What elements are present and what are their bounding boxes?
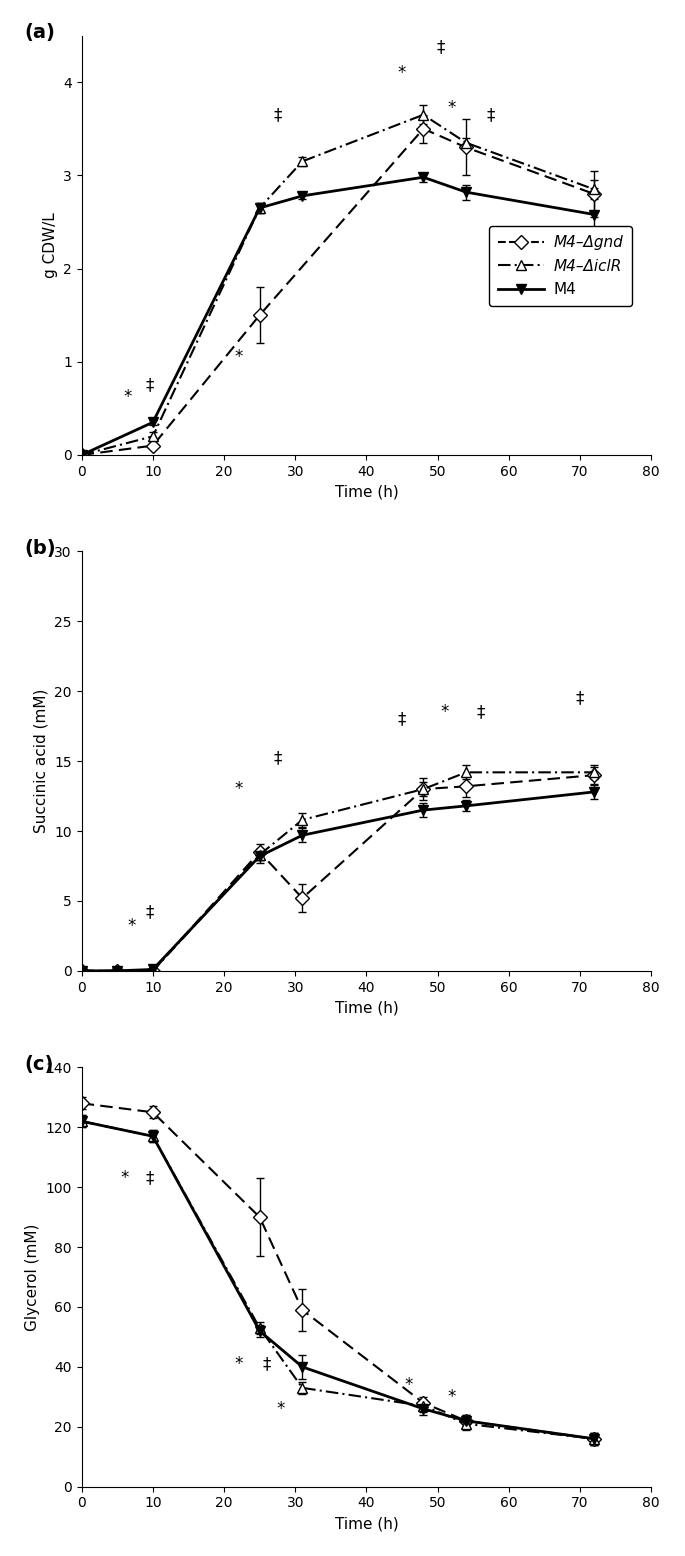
Y-axis label: Succinic acid (mM): Succinic acid (mM) [34, 689, 49, 834]
Text: *: * [234, 780, 242, 798]
Text: ‡: ‡ [398, 710, 406, 728]
Text: *: * [448, 1388, 456, 1407]
Text: *: * [405, 1376, 413, 1394]
Text: *: * [124, 387, 132, 406]
X-axis label: Time (h): Time (h) [334, 1001, 398, 1015]
Text: ‡: ‡ [273, 750, 282, 767]
Text: ‡: ‡ [145, 1169, 153, 1187]
Y-axis label: g CDW/L: g CDW/L [42, 212, 58, 279]
Text: ‡: ‡ [576, 689, 584, 708]
Y-axis label: Glycerol (mM): Glycerol (mM) [25, 1223, 40, 1330]
X-axis label: Time (h): Time (h) [334, 1516, 398, 1531]
Text: *: * [120, 1169, 129, 1187]
Text: *: * [398, 64, 406, 82]
Text: *: * [277, 1400, 285, 1418]
Legend: M4–Δgnd, M4–ΔiclR, M4: M4–Δgnd, M4–ΔiclR, M4 [489, 226, 632, 307]
Text: ‡: ‡ [145, 377, 153, 394]
Text: *: * [440, 703, 449, 722]
Text: *: * [448, 100, 456, 117]
X-axis label: Time (h): Time (h) [334, 484, 398, 499]
Text: ‡: ‡ [145, 902, 153, 921]
Text: ‡: ‡ [273, 106, 282, 124]
Text: (c): (c) [25, 1055, 54, 1074]
Text: *: * [234, 1355, 242, 1372]
Text: ‡: ‡ [262, 1355, 271, 1372]
Text: ‡: ‡ [437, 37, 445, 56]
Text: ‡: ‡ [476, 703, 484, 722]
Text: (a): (a) [25, 23, 55, 42]
Text: ‡: ‡ [487, 106, 495, 124]
Text: *: * [234, 349, 242, 366]
Text: *: * [127, 916, 136, 935]
Text: (b): (b) [25, 538, 56, 559]
